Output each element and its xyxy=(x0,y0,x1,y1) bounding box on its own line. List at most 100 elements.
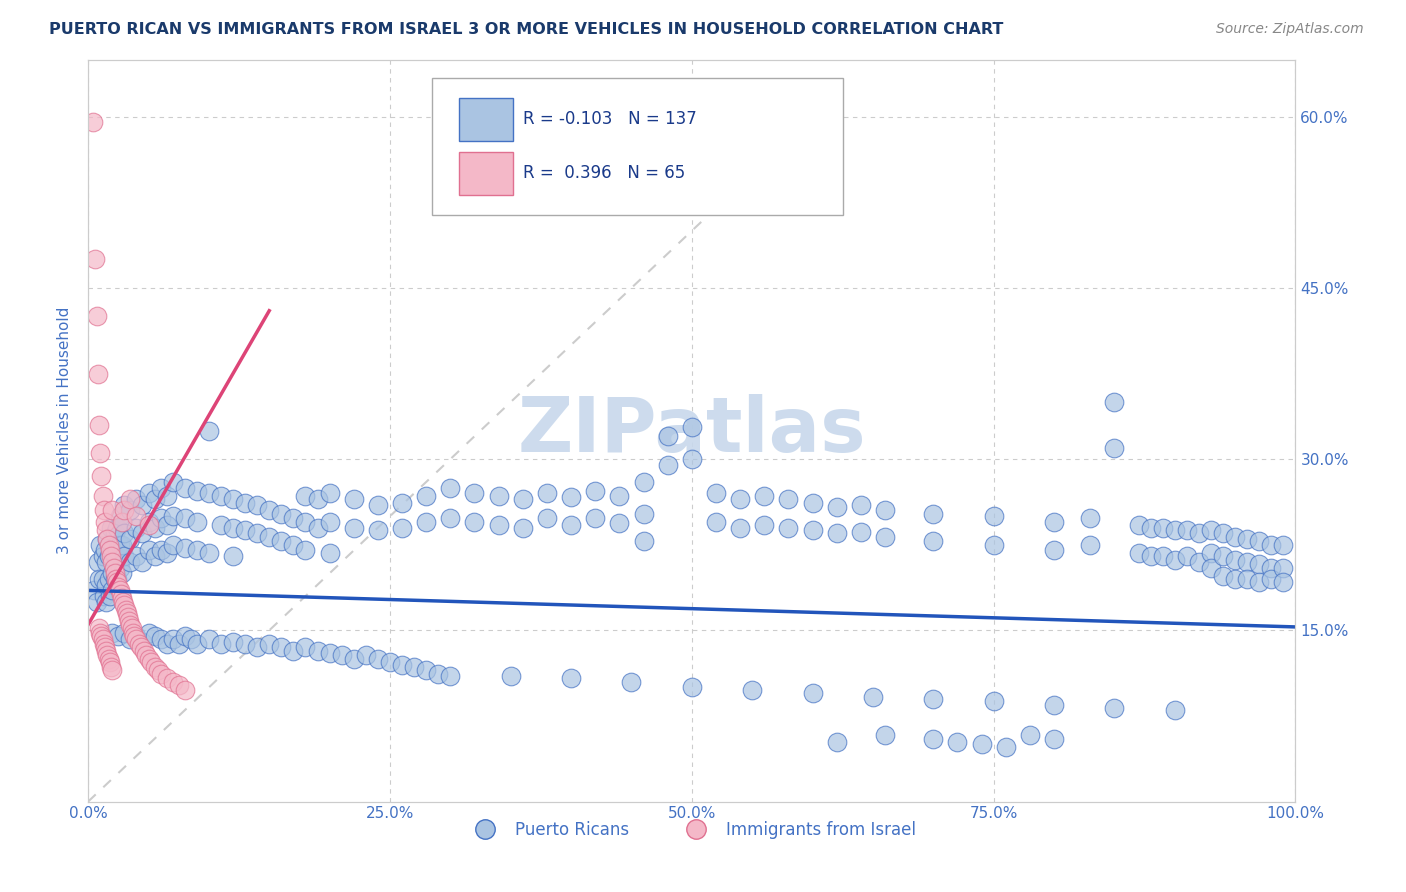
Point xyxy=(1175,523,1198,537)
Point xyxy=(294,515,316,529)
Point xyxy=(849,525,872,540)
Point xyxy=(143,629,166,643)
Point xyxy=(439,511,461,525)
Point xyxy=(162,538,184,552)
Point xyxy=(111,538,134,552)
Point xyxy=(101,543,124,558)
Point xyxy=(849,498,872,512)
Point xyxy=(96,532,118,546)
Point xyxy=(222,520,245,534)
Point xyxy=(186,637,208,651)
Point xyxy=(125,492,148,507)
Text: R =  0.396   N = 65: R = 0.396 N = 65 xyxy=(523,164,685,182)
Point xyxy=(970,738,993,752)
Point xyxy=(609,516,631,530)
Point xyxy=(825,500,848,514)
Point xyxy=(1139,520,1161,534)
Point xyxy=(728,520,751,534)
Point xyxy=(96,532,118,546)
Point xyxy=(488,518,510,533)
Point xyxy=(318,486,340,500)
Point xyxy=(657,429,679,443)
Point xyxy=(100,660,122,674)
Point xyxy=(728,492,751,507)
Point xyxy=(1199,523,1222,537)
Point xyxy=(120,532,142,546)
Point xyxy=(97,572,120,586)
Point xyxy=(560,518,582,533)
Text: ZIPatlas: ZIPatlas xyxy=(517,393,866,467)
Point xyxy=(512,492,534,507)
Point xyxy=(681,681,703,695)
Point xyxy=(104,566,127,581)
Point xyxy=(101,555,124,569)
Point xyxy=(318,515,340,529)
Point xyxy=(186,543,208,558)
Point xyxy=(156,637,179,651)
Point xyxy=(801,495,824,509)
Point xyxy=(222,549,245,563)
Point xyxy=(89,625,111,640)
Point xyxy=(439,481,461,495)
Point xyxy=(741,682,763,697)
Point xyxy=(162,632,184,647)
Point xyxy=(149,511,172,525)
Point xyxy=(89,446,111,460)
Point xyxy=(873,728,896,742)
Point xyxy=(583,511,606,525)
Point xyxy=(180,632,202,647)
Point xyxy=(162,509,184,524)
Point xyxy=(704,515,727,529)
Point xyxy=(101,625,124,640)
Point xyxy=(131,526,153,541)
Point xyxy=(143,520,166,534)
Point xyxy=(233,523,256,537)
Point xyxy=(96,555,118,569)
Point xyxy=(129,640,152,655)
Point xyxy=(318,546,340,560)
Point xyxy=(983,509,1005,524)
Point xyxy=(657,458,679,472)
Point xyxy=(463,515,485,529)
Point xyxy=(94,515,117,529)
Point xyxy=(343,652,366,666)
Point xyxy=(1175,549,1198,563)
Point xyxy=(125,629,148,643)
Point xyxy=(186,515,208,529)
Point xyxy=(1260,538,1282,552)
Point xyxy=(125,549,148,563)
Text: R = -0.103   N = 137: R = -0.103 N = 137 xyxy=(523,110,696,128)
Point xyxy=(754,518,776,533)
Point xyxy=(198,424,221,438)
Point xyxy=(209,518,232,533)
Point xyxy=(246,498,269,512)
Point xyxy=(149,481,172,495)
Point xyxy=(98,656,121,670)
Point xyxy=(1043,731,1066,746)
Point xyxy=(404,660,426,674)
Point xyxy=(120,632,142,647)
Point xyxy=(143,660,166,674)
Point xyxy=(257,637,280,651)
Point xyxy=(307,644,329,658)
Point xyxy=(198,632,221,647)
Point xyxy=(100,549,122,563)
Point xyxy=(198,486,221,500)
Point xyxy=(104,572,127,586)
Point xyxy=(94,640,117,655)
Point xyxy=(143,492,166,507)
Point xyxy=(125,509,148,524)
Point xyxy=(307,520,329,534)
FancyBboxPatch shape xyxy=(458,152,513,194)
Point xyxy=(294,640,316,655)
Point xyxy=(105,575,128,590)
Point xyxy=(922,691,945,706)
Point xyxy=(633,507,655,521)
Point xyxy=(131,634,153,648)
Point xyxy=(162,475,184,489)
Point xyxy=(620,674,643,689)
Point xyxy=(1223,572,1246,586)
Point xyxy=(111,515,134,529)
Point xyxy=(121,625,143,640)
Point xyxy=(222,634,245,648)
